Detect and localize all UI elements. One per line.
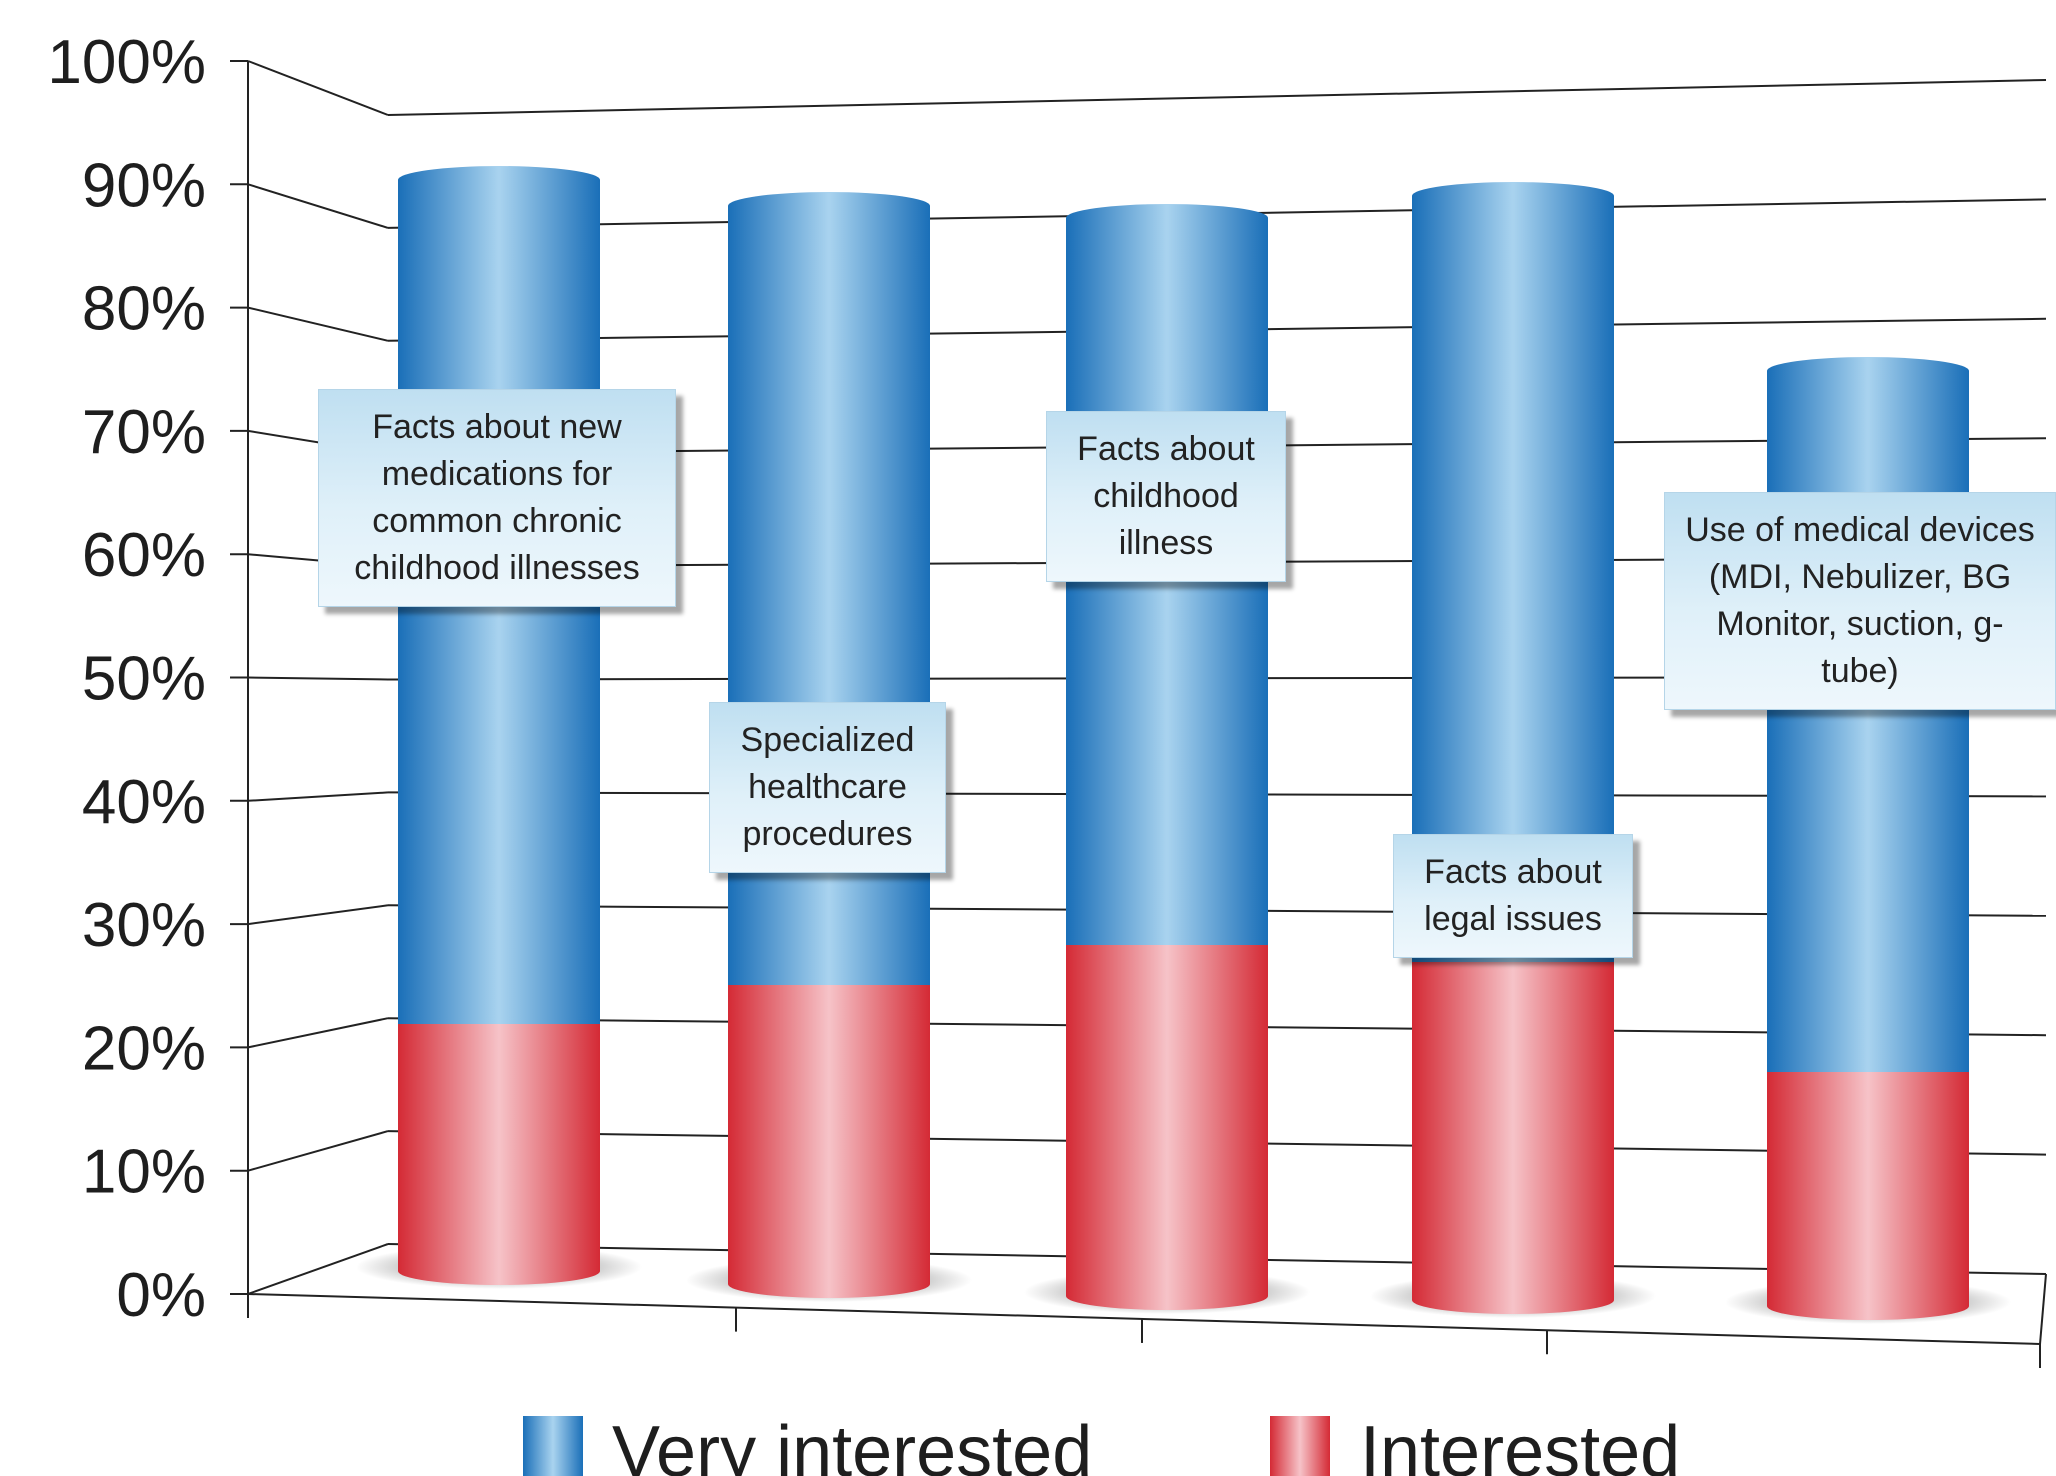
legend-label: Very interested: [612, 1412, 1092, 1476]
grid-depth-line: [247, 183, 389, 229]
bar-group: [1024, 204, 1310, 1314]
annotation-new-medications: Facts about new medications for common c…: [318, 389, 676, 607]
y-tick-label: 80%: [82, 275, 206, 344]
grid-depth-line: [247, 1017, 389, 1049]
y-tick-label: 60%: [82, 521, 206, 590]
y-tick-label: 40%: [82, 768, 206, 837]
bar-very-interested: [1412, 182, 1614, 962]
legend-swatch: [523, 1416, 583, 1476]
grid-depth-line: [247, 1130, 389, 1172]
bar-group: [356, 166, 642, 1289]
y-tick-label: 10%: [82, 1138, 206, 1207]
x-axis-line: [247, 1293, 2041, 1345]
grid-depth-line: [247, 60, 389, 116]
bar-interested: [398, 1024, 600, 1285]
legend-label: Interested: [1360, 1412, 1680, 1476]
annotation-childhood-illness: Facts about childhood illness: [1046, 411, 1286, 582]
y-tick-label: 70%: [82, 398, 206, 467]
legend: Very interested Interested: [523, 1412, 1680, 1476]
annotation-medical-devices: Use of medical devices (MDI, Nebulizer, …: [1664, 492, 2056, 710]
grid-depth-line: [247, 1243, 389, 1295]
legend-swatch: [1270, 1416, 1330, 1476]
floor-right-edge: [2039, 1273, 2047, 1345]
y-tick-label: 0%: [116, 1261, 206, 1330]
grid-depth-line: [247, 904, 389, 926]
grid-depth-line: [247, 791, 389, 802]
grid-depth-line: [247, 676, 389, 681]
axes: 0% 10% 20% 30% 40% 50% 60% 70% 80% 90% 100%: [47, 28, 2047, 1368]
gridline: [387, 79, 2047, 116]
y-tick-label: 30%: [82, 891, 206, 960]
y-tick-label: 90%: [82, 151, 206, 220]
bar-interested: [1412, 962, 1614, 1314]
bar-group: [1370, 182, 1656, 1318]
bar-very-interested: [1767, 357, 1969, 1072]
bar-interested: [1066, 945, 1268, 1310]
annotation-specialized-procedures: Specialized healthcare procedures: [709, 702, 946, 873]
y-tick-label: 100%: [47, 28, 206, 97]
bar-interested: [728, 985, 930, 1298]
y-tick-label: 50%: [82, 645, 206, 714]
y-tick-label: 20%: [82, 1014, 206, 1083]
grid-depth-line: [247, 306, 389, 342]
annotation-legal-issues: Facts about legal issues: [1393, 834, 1633, 958]
bar-interested: [1767, 1072, 1969, 1320]
